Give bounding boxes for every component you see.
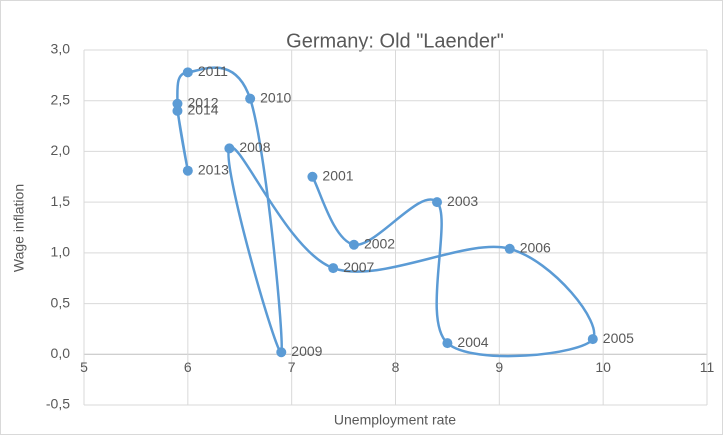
data-label: 2007 <box>343 259 374 275</box>
data-point <box>504 243 515 254</box>
y-tick-label: 1,5 <box>51 193 71 209</box>
data-point <box>172 98 183 109</box>
x-tick-label: 8 <box>392 359 400 375</box>
x-tick-label: 10 <box>595 359 611 375</box>
data-point <box>182 67 193 78</box>
data-label: 2003 <box>447 193 478 209</box>
data-label: 2002 <box>364 235 395 251</box>
data-label: 2010 <box>260 89 291 105</box>
data-point <box>276 347 287 358</box>
x-axis-title: Unemployment rate <box>334 412 456 428</box>
data-label: 2014 <box>187 102 218 118</box>
data-point <box>442 338 453 349</box>
x-tick-label: 7 <box>288 359 296 375</box>
y-tick-label: 2,0 <box>51 142 71 158</box>
data-point <box>432 197 443 208</box>
data-point <box>587 334 598 345</box>
x-tick-label: 11 <box>700 359 715 375</box>
data-label: 2005 <box>603 330 634 346</box>
data-label: 2004 <box>457 334 488 350</box>
x-tick-label: 6 <box>184 359 192 375</box>
chart-title: Germany: Old "Laender" <box>286 30 504 52</box>
y-tick-label: 3,0 <box>51 41 71 57</box>
data-point <box>182 165 193 176</box>
data-label: 2008 <box>239 139 270 155</box>
data-label: 2009 <box>291 343 322 359</box>
y-tick-label: 1,0 <box>51 244 71 260</box>
data-label: 2006 <box>520 240 551 256</box>
y-tick-label: 2,5 <box>51 91 71 107</box>
data-point <box>172 105 183 116</box>
data-point <box>224 143 235 154</box>
data-label: 2012 <box>187 94 218 110</box>
y-tick-label: 0,5 <box>51 294 71 310</box>
y-axis-title: Wage inflation <box>11 184 27 272</box>
data-label: 2013 <box>198 161 229 177</box>
y-tick-label: -0,5 <box>46 396 70 412</box>
x-tick-label: 5 <box>80 359 88 375</box>
data-label: 2001 <box>322 167 353 183</box>
y-tick-label: 0,0 <box>51 345 71 361</box>
data-point <box>307 171 318 182</box>
x-tick-label: 9 <box>495 359 503 375</box>
data-label: 2011 <box>198 63 228 79</box>
data-point <box>245 93 256 104</box>
data-point <box>348 239 359 250</box>
data-point <box>328 263 339 274</box>
